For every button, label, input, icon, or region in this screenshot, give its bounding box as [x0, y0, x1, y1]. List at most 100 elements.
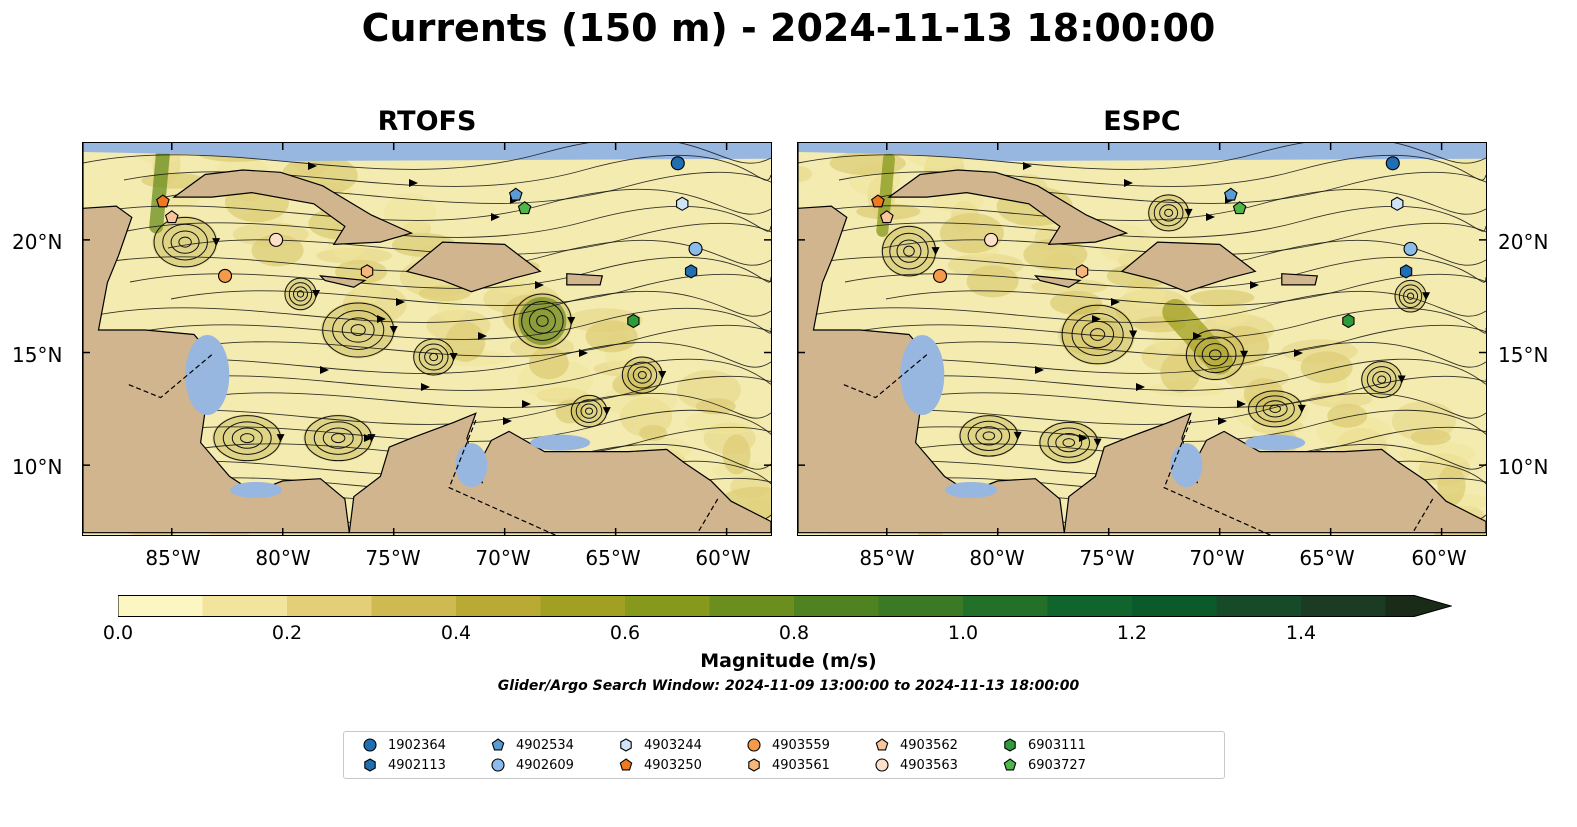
streamline — [896, 239, 922, 263]
colorbar-swatch — [456, 595, 542, 617]
x-tick-label: 60°W — [695, 546, 751, 570]
legend-label: 4902534 — [516, 737, 574, 753]
float-legend: 1902364 4902113 4902534 4902609 4903244 49032… — [343, 731, 1225, 779]
circle-float-marker — [1385, 156, 1400, 171]
streamline — [632, 366, 652, 384]
streamline — [167, 222, 771, 255]
x-tick-label: 70°W — [1189, 546, 1245, 570]
legend-label: 6903111 — [1028, 737, 1086, 753]
streamline — [798, 143, 1486, 170]
streamline-arrow — [320, 366, 329, 374]
streamline — [296, 290, 305, 298]
streamline-arrow — [1023, 162, 1032, 170]
colorbar-tick-label: 1.0 — [947, 622, 979, 644]
map-espc — [797, 142, 1487, 536]
streamline — [350, 324, 366, 336]
x-tick-label: 65°W — [1299, 546, 1355, 570]
legend-label: 4903250 — [644, 757, 702, 773]
country-border — [1163, 419, 1272, 535]
streamline-arrow — [364, 434, 373, 442]
streamline-arrow — [478, 332, 487, 340]
country-border — [1412, 498, 1434, 534]
streamline — [521, 301, 564, 341]
speed-patch — [1160, 352, 1201, 393]
streamline-arrow — [1093, 438, 1102, 447]
circle-float-marker — [984, 232, 999, 247]
land-mass — [172, 169, 414, 246]
streamline-arrow — [312, 289, 321, 298]
streamline — [1062, 438, 1076, 448]
streamline — [536, 315, 549, 327]
streamline-arrow — [602, 407, 611, 416]
streamline — [138, 409, 771, 442]
streamline-arrow — [308, 162, 317, 170]
colorbar-swatch — [1132, 595, 1218, 617]
pentagon-marker-icon — [619, 758, 633, 771]
shallow-water — [945, 481, 998, 498]
speed-patch — [243, 210, 284, 227]
x-tick-label: 75°W — [365, 546, 421, 570]
speed-patch — [1437, 465, 1466, 506]
eddy-speed-ring — [1184, 328, 1246, 381]
streamline-arrow — [389, 325, 398, 334]
country-border — [448, 419, 557, 535]
streamline — [584, 407, 594, 415]
hexagon-marker-icon — [364, 758, 376, 772]
streamline-arrow — [1237, 400, 1246, 408]
figure-title: Currents (150 m) - 2024-11-13 18:00:00 — [361, 6, 1216, 50]
streamline — [1071, 312, 1124, 357]
colorbar-tick-label: 0.2 — [271, 622, 303, 644]
streamline — [178, 236, 192, 248]
speed-patch — [509, 335, 574, 360]
streamline — [844, 256, 1486, 289]
speed-patch — [1327, 403, 1368, 428]
pentagon-float-marker — [1232, 201, 1247, 215]
streamline — [806, 290, 1486, 323]
streamline — [1055, 433, 1083, 453]
streamline — [850, 358, 1486, 391]
circle-float-marker — [688, 241, 703, 256]
legend-entry: 4903562 — [874, 737, 958, 753]
speed-patch — [1399, 441, 1476, 466]
eddy-speed-ring — [152, 216, 218, 269]
streamline — [1366, 366, 1397, 394]
x-tick-label: 70°W — [475, 546, 531, 570]
speed-patch — [1125, 276, 1166, 309]
pentagon-float-marker — [156, 194, 170, 208]
colorbar — [117, 595, 1453, 617]
streamline — [132, 307, 771, 340]
streamline — [812, 392, 1486, 425]
speed-patch — [798, 166, 812, 182]
colorbar-swatch — [287, 595, 373, 617]
streamline-arrow — [1422, 292, 1431, 301]
streamline — [91, 290, 771, 323]
colorbar-swatch — [1301, 595, 1387, 617]
y-tick-label: 10°N — [12, 455, 63, 479]
speed-patch — [711, 462, 771, 479]
pentagon-float-marker — [871, 194, 885, 208]
speed-patch — [1300, 351, 1353, 384]
legend-entry: 6903111 — [1002, 737, 1086, 753]
streamline — [176, 375, 771, 408]
circle-float-marker — [1403, 241, 1418, 256]
x-tick-label: 85°W — [145, 546, 201, 570]
legend-entry: 1902364 — [362, 737, 446, 753]
streamline — [888, 324, 1486, 357]
shallow-water — [1245, 434, 1306, 451]
map-espc-canvas — [798, 143, 1486, 535]
streamline-arrow — [1013, 431, 1022, 440]
legend-entry: 4902534 — [490, 737, 574, 753]
pentagon-marker-icon — [875, 738, 889, 751]
land-mass — [1281, 273, 1319, 286]
land-mass — [1033, 275, 1082, 288]
circle-float-marker — [217, 268, 233, 283]
streamline-arrow — [1035, 366, 1044, 374]
speed-patch — [342, 284, 407, 325]
eddy-speed-ring — [1060, 303, 1135, 366]
streamline — [853, 409, 1486, 442]
speed-patch — [730, 474, 771, 499]
country-border — [842, 354, 928, 399]
speed-patch — [1308, 391, 1373, 408]
streamline — [418, 343, 449, 371]
legend-entry: 4903563 — [874, 757, 958, 773]
